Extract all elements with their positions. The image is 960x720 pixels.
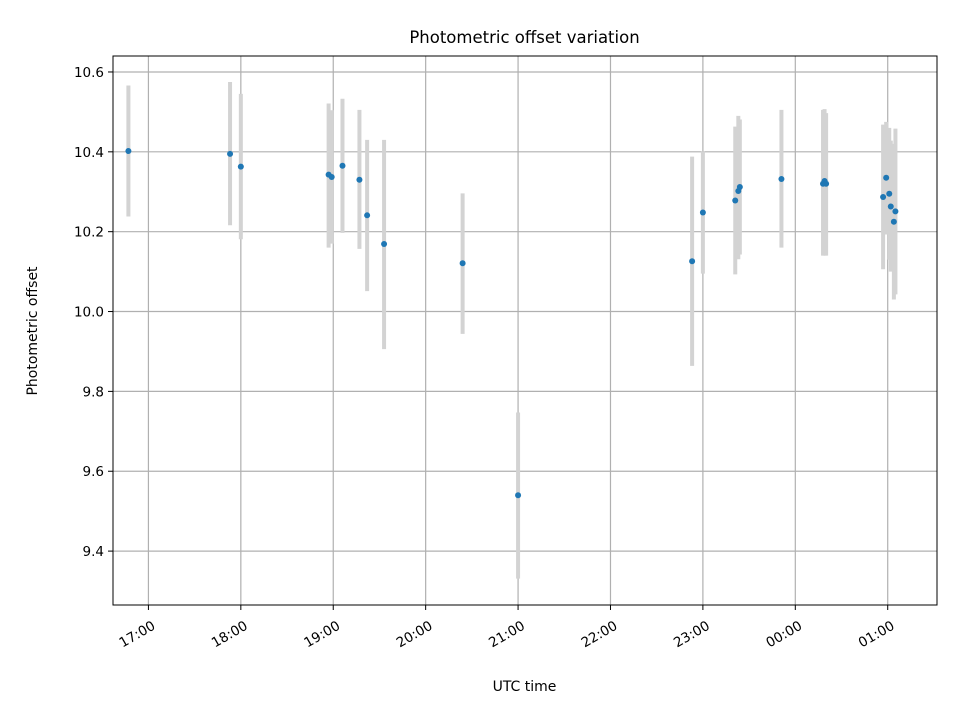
data-point — [356, 176, 363, 183]
x-tick-label: 17:00 — [117, 618, 159, 651]
y-tick-label: 9.8 — [83, 384, 104, 400]
data-point — [890, 218, 897, 225]
chart-title: Photometric offset variation — [409, 28, 639, 47]
data-point — [883, 174, 890, 181]
data-point — [459, 260, 466, 267]
y-tick-label: 10.4 — [74, 145, 104, 161]
data-point — [689, 258, 696, 265]
x-tick-label: 21:00 — [486, 618, 528, 651]
errorbar-layer — [126, 81, 898, 579]
point-layer — [125, 148, 899, 499]
x-tick-label: 23:00 — [671, 618, 713, 651]
y-tick-label: 10.6 — [74, 65, 104, 81]
data-point — [699, 209, 706, 216]
data-point — [328, 173, 335, 180]
data-point — [237, 163, 244, 170]
x-tick-label: 22:00 — [579, 618, 621, 651]
grid-layer — [113, 56, 937, 605]
data-point — [381, 241, 388, 248]
tick-layer: 17:00 18:00 19:00 20:00 21:00 22:00 23:00 00:00… — [74, 65, 898, 651]
data-point — [736, 183, 743, 190]
x-tick-label: 19:00 — [301, 618, 343, 651]
y-axis-label: Photometric offset — [25, 266, 41, 396]
x-tick-label: 18:00 — [209, 618, 251, 651]
data-point — [778, 175, 785, 182]
data-point — [892, 208, 899, 215]
y-tick-label: 9.6 — [83, 464, 104, 480]
data-point — [887, 203, 894, 210]
data-point — [886, 190, 893, 197]
y-tick-label: 10.2 — [74, 225, 104, 241]
data-point — [880, 193, 887, 200]
x-tick-label: 20:00 — [394, 618, 436, 651]
x-tick-label: 01:00 — [856, 618, 898, 651]
x-axis-label: UTC time — [493, 679, 557, 695]
y-tick-label: 9.4 — [83, 544, 104, 560]
data-point — [364, 212, 371, 219]
data-point — [732, 197, 739, 204]
plot-frame — [112, 55, 938, 606]
x-tick-label: 00:00 — [763, 618, 805, 651]
data-point — [125, 148, 132, 155]
data-point — [515, 492, 522, 499]
y-tick-label: 10.0 — [74, 305, 104, 321]
data-point — [339, 162, 346, 169]
data-point — [823, 180, 830, 187]
data-point — [227, 150, 234, 157]
